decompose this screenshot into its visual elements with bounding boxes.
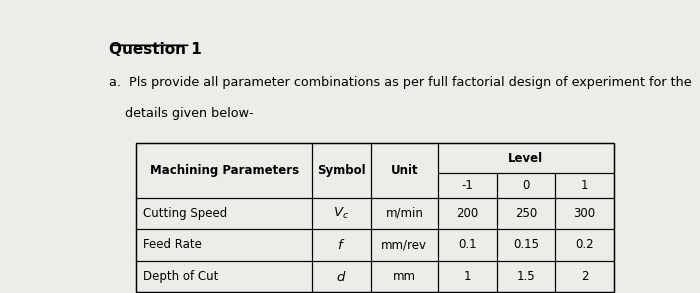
Text: Symbol: Symbol: [317, 164, 365, 177]
Bar: [136, 261, 312, 292]
Text: Question 1: Question 1: [109, 42, 202, 57]
Text: $f$: $f$: [337, 238, 346, 252]
Bar: [136, 229, 312, 261]
Bar: [496, 261, 555, 292]
Text: 0: 0: [522, 179, 529, 192]
Bar: [312, 261, 370, 292]
Bar: [555, 261, 614, 292]
Text: 0.1: 0.1: [458, 239, 477, 251]
Bar: [438, 144, 614, 173]
Bar: [555, 197, 614, 229]
Bar: [438, 229, 496, 261]
Bar: [438, 261, 496, 292]
Bar: [496, 197, 555, 229]
Text: Machining Parameters: Machining Parameters: [150, 164, 299, 177]
Text: 2: 2: [581, 270, 588, 283]
Text: Feed Rate: Feed Rate: [143, 239, 202, 251]
Text: 1: 1: [463, 270, 471, 283]
Bar: [496, 173, 555, 197]
Text: Depth of Cut: Depth of Cut: [143, 270, 218, 283]
Bar: [555, 229, 614, 261]
Text: Level: Level: [508, 151, 543, 165]
Bar: [370, 229, 438, 261]
Bar: [370, 144, 438, 197]
Text: details given below-: details given below-: [109, 107, 254, 120]
Text: 200: 200: [456, 207, 478, 220]
Text: mm: mm: [393, 270, 416, 283]
Text: Unit: Unit: [391, 164, 418, 177]
Text: a.  Pls provide all parameter combinations as per full factorial design of exper: a. Pls provide all parameter combination…: [109, 76, 692, 89]
Text: -1: -1: [461, 179, 473, 192]
Text: 1.5: 1.5: [517, 270, 536, 283]
Bar: [312, 144, 370, 197]
Text: m/min: m/min: [386, 207, 424, 220]
Text: 300: 300: [573, 207, 596, 220]
Text: 0.15: 0.15: [513, 239, 539, 251]
Bar: [438, 197, 496, 229]
Bar: [370, 261, 438, 292]
Text: 250: 250: [514, 207, 537, 220]
Text: 0.2: 0.2: [575, 239, 594, 251]
Bar: [555, 173, 614, 197]
Bar: [496, 229, 555, 261]
Bar: [438, 173, 496, 197]
Text: $V_c$: $V_c$: [333, 206, 349, 221]
Text: 1: 1: [581, 179, 588, 192]
Bar: [312, 197, 370, 229]
Text: Cutting Speed: Cutting Speed: [143, 207, 227, 220]
Bar: [136, 144, 614, 292]
Bar: [312, 229, 370, 261]
Bar: [370, 197, 438, 229]
Bar: [136, 144, 312, 197]
Text: mm/rev: mm/rev: [382, 239, 427, 251]
Bar: [136, 197, 312, 229]
Text: $d$: $d$: [336, 270, 346, 284]
